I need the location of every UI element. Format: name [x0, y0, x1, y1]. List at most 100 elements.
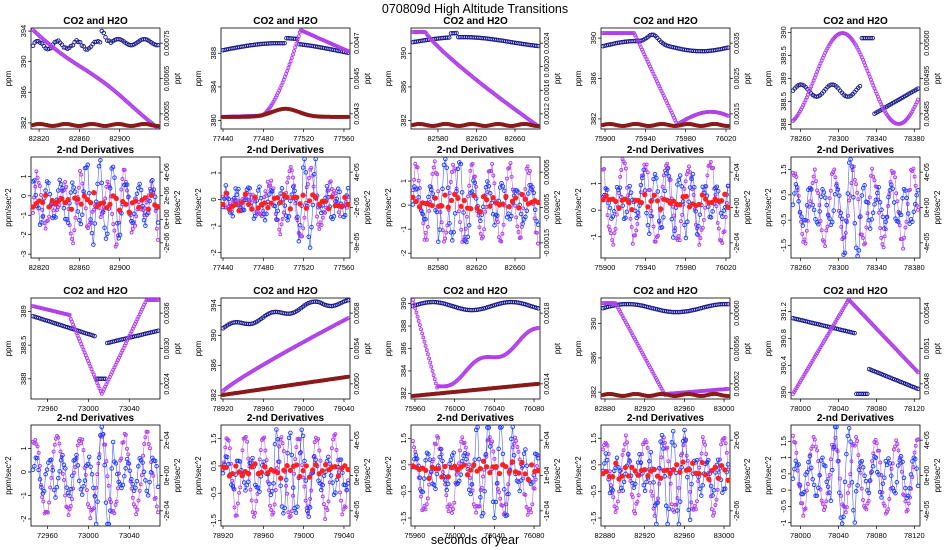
- data-point: [129, 230, 134, 235]
- data-point: [237, 490, 242, 495]
- data-point: [307, 176, 311, 180]
- series-co2: [410, 424, 541, 521]
- data-point: [63, 466, 68, 471]
- y-axis-label: ppm: [4, 340, 13, 356]
- data-point: [711, 166, 716, 170]
- data-point: [294, 41, 299, 46]
- data-point: [648, 213, 654, 219]
- data-point: [105, 521, 110, 527]
- data-point: [464, 239, 469, 245]
- data-point: [447, 461, 452, 467]
- data-point: [495, 486, 500, 491]
- data-point: [419, 327, 423, 332]
- data-point: [621, 448, 626, 453]
- data-point: [531, 190, 537, 196]
- data-point: [440, 458, 445, 464]
- data-point: [863, 391, 868, 397]
- data-point: [67, 313, 72, 317]
- data-point: [884, 214, 890, 220]
- data-point: [316, 436, 321, 441]
- data-point: [306, 514, 311, 519]
- data-point: [817, 209, 822, 214]
- data-point: [130, 495, 135, 500]
- data-point: [436, 239, 441, 244]
- data-point: [613, 460, 619, 466]
- y2-tick-label: 1e-04: [544, 466, 551, 484]
- y2-tick-label: 0.0043: [354, 103, 361, 125]
- data-point: [506, 491, 511, 497]
- data-point: [40, 207, 45, 212]
- data-point: [412, 177, 417, 182]
- data-point: [858, 214, 863, 219]
- data-point: [459, 190, 465, 195]
- data-point: [451, 450, 456, 455]
- data-point: [506, 211, 511, 216]
- x-tick-label: 75900: [595, 134, 616, 143]
- data-point: [122, 167, 127, 172]
- series-co2: [410, 30, 541, 49]
- y2-axis-label: ppt/sec^2: [173, 190, 182, 225]
- data-point: [696, 201, 702, 208]
- y-tick-label: -2: [19, 231, 28, 238]
- data-point: [908, 187, 912, 192]
- data-point: [287, 62, 292, 67]
- data-point: [264, 211, 269, 217]
- x-tick-label: 82660: [505, 134, 526, 143]
- data-point: [43, 192, 49, 198]
- data-point: [715, 188, 721, 194]
- data-point: [268, 200, 274, 206]
- data-point: [95, 499, 100, 504]
- data-point: [257, 457, 262, 462]
- y2-tick-label: 0.0025: [734, 68, 741, 90]
- data-point: [302, 156, 307, 162]
- data-point: [31, 210, 35, 215]
- data-point: [424, 348, 429, 353]
- data-point: [110, 212, 115, 216]
- data-point: [289, 168, 294, 173]
- data-point: [261, 211, 266, 217]
- data-point: [458, 161, 464, 167]
- y-tick-label: 388.5: [779, 92, 788, 111]
- data-point: [495, 220, 500, 225]
- data-point: [445, 474, 451, 480]
- data-point: [73, 215, 78, 220]
- data-point: [224, 454, 230, 460]
- data-point: [708, 160, 713, 164]
- data-point: [87, 505, 92, 510]
- data-point: [413, 198, 419, 205]
- data-point: [523, 186, 528, 191]
- data-point: [68, 486, 74, 492]
- data-point: [469, 482, 475, 487]
- data-point: [417, 323, 422, 327]
- panel-title: 2-nd Derivatives: [57, 413, 135, 424]
- data-point: [652, 171, 658, 177]
- data-point: [250, 455, 255, 461]
- y-tick-label: 386: [19, 86, 28, 99]
- y-tick-label: 1.5: [589, 433, 598, 443]
- y2-tick-label: 0.0047: [354, 32, 361, 54]
- x-tick-label: 73040: [119, 531, 140, 540]
- data-point: [230, 214, 236, 219]
- data-point: [645, 222, 651, 228]
- data-point: [660, 184, 665, 189]
- y-axis-label: ppm: [574, 340, 583, 356]
- data-point: [619, 473, 625, 479]
- data-point: [79, 172, 84, 177]
- data-point: [294, 194, 300, 200]
- data-point: [695, 499, 699, 504]
- x-tick-label: 78340: [866, 134, 887, 143]
- x-tick-label: 77560: [334, 134, 355, 143]
- data-point: [300, 467, 306, 474]
- data-point: [845, 191, 851, 196]
- data-point: [443, 156, 448, 162]
- data-point: [453, 166, 458, 171]
- data-point: [515, 224, 520, 229]
- data-point: [427, 457, 433, 462]
- data-point: [894, 191, 899, 196]
- data-point: [665, 166, 670, 171]
- data-point: [421, 335, 426, 340]
- data-point: [642, 488, 648, 494]
- data-point: [459, 439, 464, 444]
- y2-tick-label: 0.0054: [354, 338, 361, 360]
- series-ref: [220, 461, 351, 481]
